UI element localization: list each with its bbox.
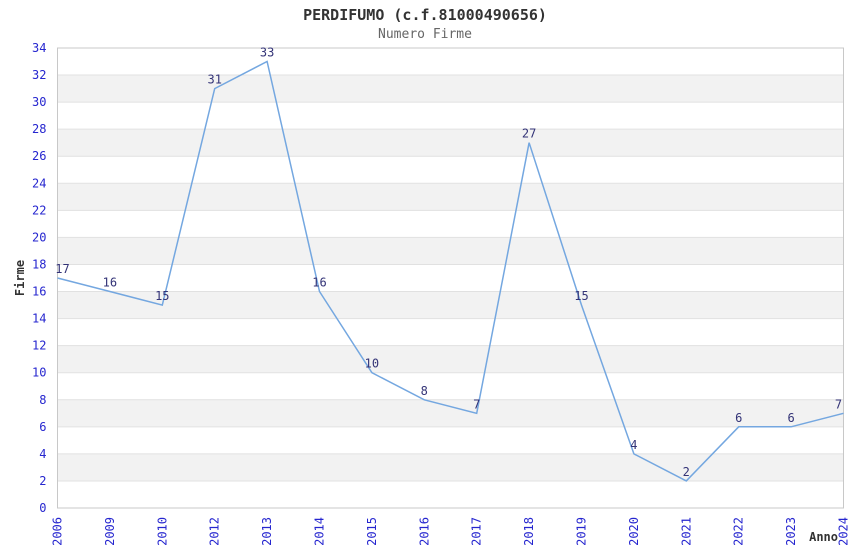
- x-tick-label: 2020: [627, 517, 641, 546]
- point-label: 4: [630, 438, 637, 452]
- point-label: 31: [207, 73, 221, 87]
- y-tick-label: 24: [32, 176, 46, 190]
- grid-band: [57, 183, 844, 211]
- grid-band: [57, 75, 844, 103]
- point-label: 2: [683, 465, 690, 479]
- point-label: 16: [312, 276, 326, 290]
- point-label: 8: [421, 384, 428, 398]
- grid-band: [57, 345, 844, 373]
- x-tick-label: 2023: [784, 517, 798, 546]
- y-tick-label: 16: [32, 285, 46, 299]
- x-tick-label: 2006: [51, 517, 65, 546]
- point-labels-group: 17 16 15 31 33 16 10 8 7 27 15 4 2 6 6 7: [55, 46, 842, 479]
- y-tick-label: 2: [39, 474, 46, 488]
- y-tick-label: 10: [32, 366, 46, 380]
- grid-band: [57, 453, 844, 481]
- y-tick-label: 8: [39, 393, 46, 407]
- point-label: 10: [365, 357, 379, 371]
- chart-subtitle: Numero Firme: [378, 27, 472, 42]
- grid-band: [57, 237, 844, 265]
- point-label: 7: [835, 397, 842, 411]
- x-tick-label: 2016: [417, 517, 431, 546]
- x-tick-label: 2024: [837, 517, 850, 546]
- x-tick-label: 2017: [470, 517, 484, 546]
- plot-gridlines: [57, 74, 844, 482]
- y-axis-title: Firme: [13, 260, 27, 296]
- chart-title: PERDIFUMO (c.f.81000490656): [303, 6, 547, 24]
- y-tick-label: 14: [32, 312, 46, 326]
- x-axis-tick-labels: 2006 2009 2010 2012 2013 2014 2015 2016 2017 2018…: [51, 517, 850, 546]
- y-tick-label: 4: [39, 447, 46, 461]
- grid-band: [57, 129, 844, 157]
- y-tick-label: 6: [39, 420, 46, 434]
- grid-band: [57, 291, 844, 319]
- y-tick-label: 0: [39, 501, 46, 515]
- point-label: 33: [260, 46, 274, 60]
- point-label: 16: [103, 276, 117, 290]
- x-tick-label: 2013: [260, 517, 274, 546]
- x-tick-label: 2018: [522, 517, 536, 546]
- y-tick-label: 34: [32, 41, 46, 55]
- point-label: 17: [55, 262, 69, 276]
- point-label: 6: [735, 411, 742, 425]
- x-tick-label: 2012: [208, 517, 222, 546]
- point-label: 7: [473, 397, 480, 411]
- y-tick-label: 30: [32, 95, 46, 109]
- x-tick-label: 2019: [575, 517, 589, 546]
- point-label: 6: [787, 411, 794, 425]
- y-tick-label: 32: [32, 68, 46, 82]
- plot-bands: [57, 75, 844, 481]
- plot-border: [57, 47, 844, 509]
- y-tick-label: 12: [32, 339, 46, 353]
- x-tick-label: 2009: [103, 517, 117, 546]
- x-tick-label: 2014: [313, 517, 327, 546]
- y-tick-label: 18: [32, 258, 46, 272]
- x-axis-title: Anno: [809, 530, 838, 544]
- point-label: 15: [155, 289, 169, 303]
- point-label: 15: [574, 289, 588, 303]
- y-tick-label: 28: [32, 122, 46, 136]
- grid-band: [57, 399, 844, 427]
- x-tick-label: 2021: [679, 517, 693, 546]
- point-label: 27: [522, 127, 536, 141]
- x-tick-label: 2022: [732, 517, 746, 546]
- series-line-group: [57, 60, 844, 482]
- y-tick-label: 26: [32, 149, 46, 163]
- y-tick-label: 20: [32, 230, 46, 244]
- y-tick-label: 22: [32, 203, 46, 217]
- series-line: [57, 60, 844, 482]
- x-tick-label: 2010: [155, 517, 169, 546]
- x-tick-label: 2015: [365, 517, 379, 546]
